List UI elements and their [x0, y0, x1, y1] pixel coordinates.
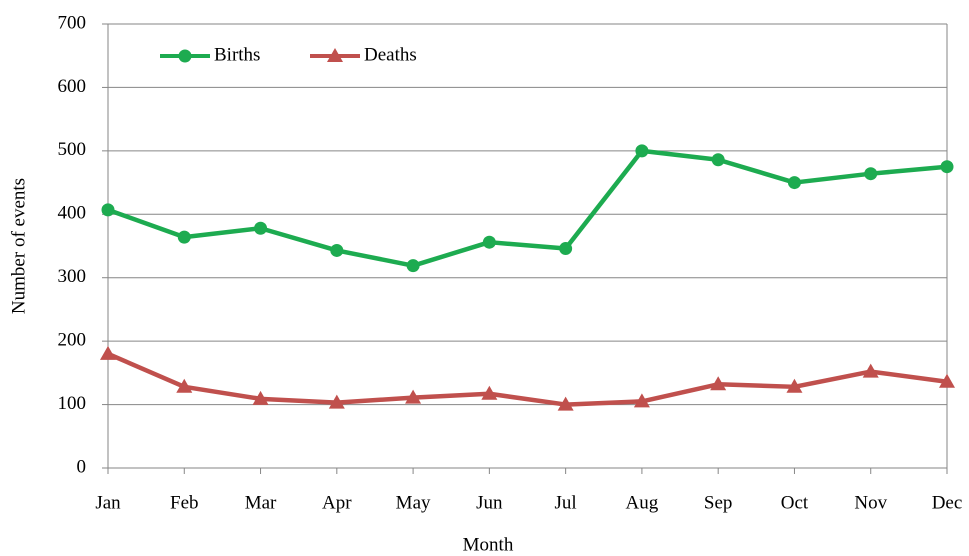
x-tick-label: Jun: [476, 492, 503, 513]
data-point: [406, 259, 420, 273]
series-line: [107, 351, 948, 407]
y-tick-label: 500: [58, 139, 87, 160]
data-point: [252, 390, 269, 405]
y-tick-label: 400: [58, 203, 87, 224]
data-point: [176, 378, 193, 393]
y-tick-label: 100: [58, 393, 87, 414]
x-tick-label: May: [396, 492, 431, 513]
x-tick-label: Jan: [95, 492, 121, 513]
data-point: [787, 176, 801, 190]
data-point: [939, 373, 955, 388]
data-point: [940, 160, 954, 174]
data-point: [633, 393, 650, 408]
data-point: [330, 243, 344, 257]
x-tick-label: Jul: [555, 492, 577, 513]
data-point: [405, 389, 422, 404]
data-point: [100, 345, 116, 360]
y-tick-label: 600: [58, 76, 87, 97]
y-tick-label: 0: [77, 456, 87, 477]
x-tick-label: Oct: [781, 492, 809, 513]
data-point: [864, 167, 878, 181]
data-point: [481, 385, 498, 400]
data-point: [559, 242, 573, 256]
data-point: [786, 378, 803, 393]
x-tick-label: Aug: [626, 492, 659, 513]
x-tick-label: Nov: [854, 492, 887, 513]
x-tick-label: Feb: [170, 492, 199, 513]
series-line: [107, 148, 948, 268]
x-tick-label: Dec: [932, 492, 963, 513]
y-tick-label: 200: [58, 330, 87, 351]
data-point: [254, 221, 268, 235]
data-point: [328, 394, 345, 409]
y-tick-label: 700: [58, 12, 87, 33]
data-point: [862, 363, 879, 378]
x-tick-label: Sep: [704, 492, 733, 513]
data-point: [557, 396, 574, 411]
y-tick-label: 300: [58, 266, 87, 287]
legend-marker: [178, 49, 192, 63]
x-axis-label: Month: [463, 534, 514, 555]
y-axis-label: Number of events: [8, 178, 29, 314]
data-point: [710, 376, 727, 391]
legend-label: Deaths: [364, 44, 417, 65]
x-tick-label: Apr: [322, 492, 352, 513]
data-point: [635, 144, 649, 158]
data-point: [101, 203, 115, 217]
x-tick-label: Mar: [245, 492, 277, 513]
data-point: [711, 153, 725, 167]
legend-label: Births: [214, 44, 260, 65]
data-point: [482, 235, 496, 249]
legend-marker: [327, 48, 343, 62]
data-point: [177, 230, 191, 244]
